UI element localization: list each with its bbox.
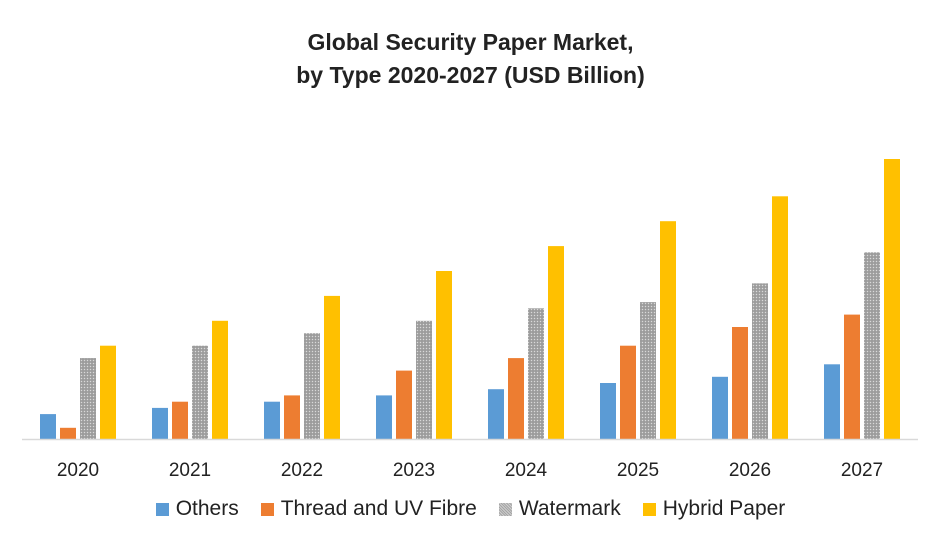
bar-watermark-2025 <box>640 302 656 439</box>
bar-others-2023 <box>376 395 392 439</box>
bar-watermark-2023 <box>416 320 432 439</box>
bar-others-2025 <box>600 383 616 439</box>
bar-others-2021 <box>152 407 168 439</box>
legend-swatch <box>260 502 274 516</box>
bar-others-2027 <box>824 364 840 439</box>
legend-label: Others <box>175 497 239 520</box>
bar-hybrid-paper-2026 <box>772 196 788 439</box>
bar-thread-and-uv-fibre-2022 <box>284 395 300 439</box>
legend-item-hybrid-paper: Hybrid Paper <box>642 497 786 521</box>
bar-hybrid-paper-2023 <box>436 271 452 439</box>
bar-watermark-2027 <box>864 252 880 439</box>
x-tick-label: 2024 <box>505 460 548 481</box>
bar-thread-and-uv-fibre-2025 <box>620 345 636 439</box>
legend-item-others: Others <box>155 497 239 521</box>
x-tick-label: 2026 <box>729 460 771 481</box>
legend-swatch <box>642 502 656 516</box>
bar-watermark-2020 <box>80 358 96 439</box>
bar-hybrid-paper-2022 <box>324 295 340 439</box>
bar-thread-and-uv-fibre-2023 <box>396 370 412 439</box>
x-tick-label: 2020 <box>57 460 99 481</box>
bar-watermark-2026 <box>752 283 768 439</box>
bar-hybrid-paper-2027 <box>884 159 900 439</box>
bar-watermark-2024 <box>528 308 544 439</box>
legend-label: Watermark <box>518 497 621 520</box>
x-tick-label: 2022 <box>281 460 323 481</box>
bar-thread-and-uv-fibre-2026 <box>732 327 748 439</box>
legend-label: Hybrid Paper <box>662 497 786 520</box>
x-tick-label: 2027 <box>841 460 883 481</box>
bar-hybrid-paper-2020 <box>100 345 116 439</box>
bar-thread-and-uv-fibre-2027 <box>844 314 860 439</box>
bar-others-2024 <box>488 389 504 439</box>
chart-title-line-1: Global Security Paper Market, <box>307 29 634 55</box>
bar-hybrid-paper-2024 <box>548 246 564 439</box>
legend-swatch <box>498 502 512 516</box>
chart-legend: Others Thread and UV Fibre Watermark Hybrid… <box>0 497 941 521</box>
bar-thread-and-uv-fibre-2024 <box>508 358 524 439</box>
chart-title-line-2: by Type 2020-2027 (USD Billion) <box>296 62 645 88</box>
bar-others-2022 <box>264 401 280 439</box>
bar-others-2020 <box>40 414 56 439</box>
bar-hybrid-paper-2021 <box>212 320 228 439</box>
x-tick-label: 2025 <box>617 460 659 481</box>
legend-swatch <box>155 502 169 516</box>
bar-hybrid-paper-2025 <box>660 221 676 439</box>
x-tick-label: 2021 <box>169 460 211 481</box>
bar-watermark-2022 <box>304 333 320 439</box>
bar-thread-and-uv-fibre-2020 <box>60 427 76 439</box>
legend-item-thread-and-uv-fibre: Thread and UV Fibre <box>260 497 477 521</box>
x-tick-label: 2023 <box>393 460 435 481</box>
chart-title: Global Security Paper Market, by Type 20… <box>0 26 941 92</box>
bar-watermark-2021 <box>192 345 208 439</box>
legend-label: Thread and UV Fibre <box>280 497 477 520</box>
bar-thread-and-uv-fibre-2021 <box>172 401 188 439</box>
legend-item-watermark: Watermark <box>498 497 621 521</box>
bar-others-2026 <box>712 376 728 439</box>
